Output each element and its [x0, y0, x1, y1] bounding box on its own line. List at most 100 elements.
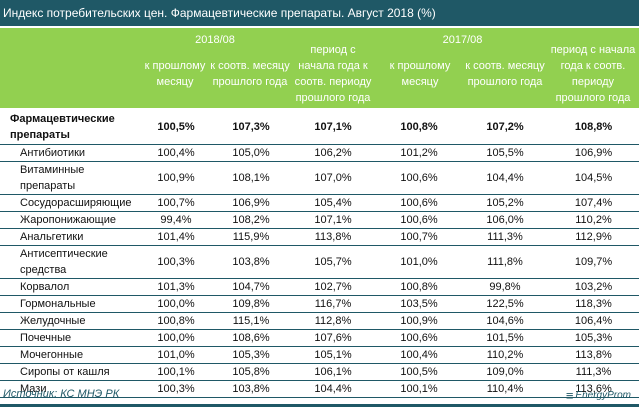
table-row: Гормональные 100,0% 109,8% 116,7% 103,5% 122,…	[0, 295, 639, 313]
cell-value: 105,5%	[462, 144, 548, 162]
logo-text: EnergyProm	[575, 390, 631, 401]
cell-value: 100,8%	[140, 312, 212, 330]
cell-value: 99,8%	[462, 278, 548, 296]
cell-value: 100,4%	[376, 346, 462, 364]
cell-value: 112,8%	[290, 312, 376, 330]
row-label: Фармацевтические препараты	[0, 110, 140, 145]
row-label: Антибиотики	[0, 144, 140, 162]
table-row: Фармацевтические препараты 100,5% 107,3% 10…	[0, 110, 639, 145]
cell-value: 100,8%	[376, 110, 462, 145]
cell-value: 110,4%	[462, 380, 548, 398]
cell-value: 101,5%	[462, 329, 548, 347]
table-row: Мочегонные 101,0% 105,3% 105,1% 100,4% 110,2%…	[0, 346, 639, 364]
cell-value: 104,6%	[462, 312, 548, 330]
cell-value: 113,8%	[548, 346, 639, 364]
period-2018: 2018/08	[195, 34, 235, 46]
cell-value: 106,2%	[290, 144, 376, 162]
data-table: Фармацевтические препараты 100,5% 107,3% 10…	[0, 110, 639, 398]
row-label: Анальгетики	[0, 228, 140, 246]
cell-value: 100,5%	[376, 363, 462, 381]
cell-value: 109,0%	[462, 363, 548, 381]
cell-value: 110,2%	[462, 346, 548, 364]
cell-value: 107,1%	[290, 110, 376, 145]
cell-value: 100,3%	[140, 245, 212, 279]
cell-value: 109,8%	[212, 295, 290, 313]
cell-value: 100,4%	[140, 144, 212, 162]
cell-value: 105,2%	[462, 194, 548, 212]
cell-value: 105,1%	[290, 346, 376, 364]
cell-value: 109,7%	[548, 245, 639, 279]
cell-value: 107,1%	[290, 211, 376, 229]
cell-value: 115,1%	[212, 312, 290, 330]
table-header: 2018/08 к прошлому месяцу к соотв. месяц…	[0, 28, 639, 108]
cell-value: 104,4%	[290, 380, 376, 398]
cell-value: 105,0%	[212, 144, 290, 162]
cell-value: 103,8%	[212, 245, 290, 279]
cell-value: 100,0%	[140, 329, 212, 347]
cell-value: 105,4%	[290, 194, 376, 212]
cell-value: 111,8%	[462, 245, 548, 279]
row-label: Корвалол	[0, 278, 140, 296]
cell-value: 100,6%	[376, 211, 462, 229]
table-row: Антисептические средства 100,3% 103,8% 105,…	[0, 245, 639, 279]
table-row: Сиропы от кашля 100,1% 105,8% 106,1% 100,5% 1…	[0, 363, 639, 381]
cell-value: 107,6%	[290, 329, 376, 347]
logo-icon: ≡	[565, 388, 574, 403]
cell-value: 107,4%	[548, 194, 639, 212]
cell-value: 106,4%	[548, 312, 639, 330]
cell-value: 101,0%	[140, 346, 212, 364]
cell-value: 101,2%	[376, 144, 462, 162]
cell-value: 103,8%	[212, 380, 290, 398]
row-label: Антисептические средства	[0, 245, 140, 279]
cell-value: 100,6%	[376, 194, 462, 212]
cell-value: 104,7%	[212, 278, 290, 296]
cell-value: 101,0%	[376, 245, 462, 279]
row-label: Желудочные	[0, 312, 140, 330]
col-ytd-2018: период с начала года к соотв. периоду пр…	[294, 44, 372, 104]
cell-value: 100,9%	[140, 161, 212, 195]
cell-value: 115,9%	[212, 228, 290, 246]
cell-value: 107,2%	[462, 110, 548, 145]
table-row: Почечные 100,0% 108,6% 107,6% 100,6% 101,5% 10…	[0, 329, 639, 347]
cell-value: 102,7%	[290, 278, 376, 296]
cell-value: 105,8%	[212, 363, 290, 381]
cell-value: 100,7%	[376, 228, 462, 246]
cell-value: 100,0%	[140, 295, 212, 313]
period-2017: 2017/08	[442, 34, 483, 46]
table-row: Корвалол 101,3% 104,7% 102,7% 100,8% 99,8% 103…	[0, 278, 639, 296]
row-label: Почечные	[0, 329, 140, 347]
row-label: Гормональные	[0, 295, 140, 313]
table-row: Желудочные 100,8% 115,1% 112,8% 100,9% 104,6%…	[0, 312, 639, 330]
table-row: Жаропонижающие 99,4% 108,2% 107,1% 100,6% 106…	[0, 211, 639, 229]
col-prev-month-2017: к прошлому месяцу	[389, 60, 451, 88]
row-label: Мочегонные	[0, 346, 140, 364]
cell-value: 106,9%	[212, 194, 290, 212]
cell-value: 108,8%	[548, 110, 639, 145]
cell-value: 100,8%	[376, 278, 462, 296]
col-ytd-2017: период с начала года к соотв. периоду пр…	[550, 44, 636, 104]
cell-value: 100,5%	[140, 110, 212, 145]
col-prev-month-2018: к прошлому месяцу	[144, 60, 206, 88]
cell-value: 105,7%	[290, 245, 376, 279]
cell-value: 111,3%	[548, 363, 639, 381]
cell-value: 112,9%	[548, 228, 639, 246]
cell-value: 100,1%	[140, 363, 212, 381]
row-label: Витаминные препараты	[0, 161, 140, 195]
cell-value: 110,2%	[548, 211, 639, 229]
table-row: Мази 100,3% 103,8% 104,4% 100,1% 110,4% 113,6%	[0, 380, 639, 398]
cell-value: 108,6%	[212, 329, 290, 347]
row-label: Сосудорасширяющие	[0, 194, 140, 212]
cell-value: 103,5%	[376, 295, 462, 313]
cell-value: 107,0%	[290, 161, 376, 195]
cell-value: 100,6%	[376, 161, 462, 195]
table-row: Антибиотики 100,4% 105,0% 106,2% 101,2% 105,5…	[0, 144, 639, 162]
energyprom-logo: ≡ EnergyProm	[566, 388, 631, 403]
table-row: Сосудорасширяющие 100,7% 106,9% 105,4% 100,6…	[0, 194, 639, 212]
cell-value: 108,1%	[212, 161, 290, 195]
cell-value: 118,3%	[548, 295, 639, 313]
row-label: Мази	[0, 380, 140, 398]
cell-value: 113,8%	[290, 228, 376, 246]
cell-value: 106,0%	[462, 211, 548, 229]
cell-value: 100,6%	[376, 329, 462, 347]
cell-value: 108,2%	[212, 211, 290, 229]
